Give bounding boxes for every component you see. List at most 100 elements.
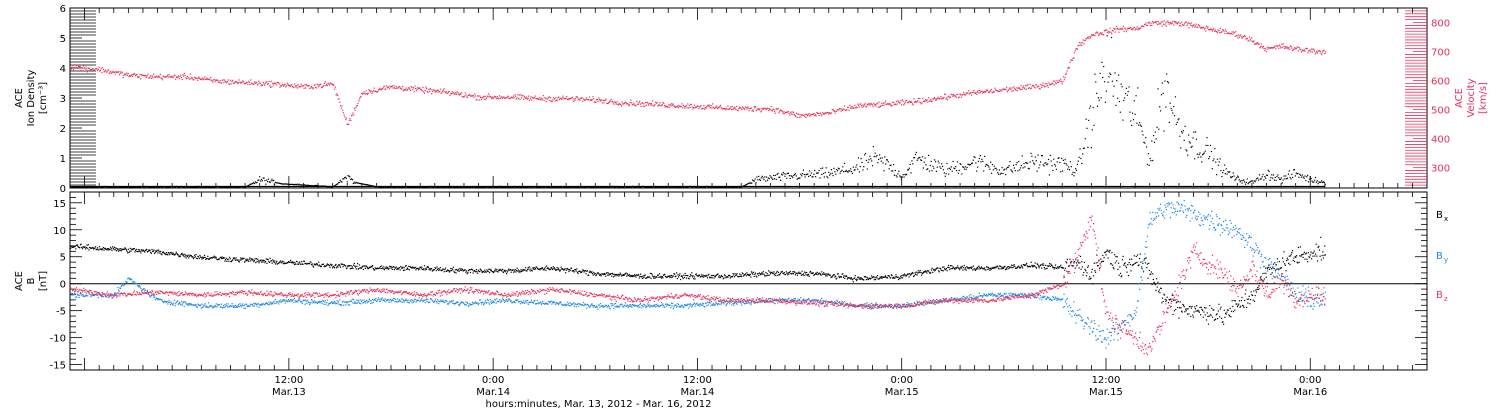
bx-point: [381, 265, 383, 267]
density-point: [767, 177, 769, 179]
bx-point: [212, 256, 214, 258]
bx-point: [789, 270, 791, 273]
velocity-point: [977, 90, 979, 92]
bx-point: [899, 275, 902, 277]
bx-point: [744, 273, 747, 275]
bx-point: [678, 276, 680, 278]
velocity-point: [295, 86, 297, 88]
bx-point: [431, 268, 433, 270]
velocity-point: [429, 88, 431, 90]
bx-point: [488, 271, 491, 274]
density-point: [1127, 91, 1129, 93]
velocity-point: [550, 97, 552, 99]
bx-point: [244, 260, 246, 262]
bx-point: [386, 268, 388, 270]
density-point: [878, 154, 881, 156]
bx-point: [439, 268, 441, 270]
bx-point: [956, 267, 958, 269]
velocity-point: [694, 107, 696, 109]
density-point: [1258, 174, 1261, 176]
velocity-point: [130, 74, 132, 77]
velocity-point: [512, 95, 515, 97]
velocity-point: [442, 90, 444, 92]
bx-point: [245, 258, 247, 260]
velocity-point: [593, 101, 596, 103]
density-point: [338, 181, 340, 184]
bx-point: [447, 269, 449, 272]
velocity-point: [608, 101, 610, 103]
bx-point: [380, 267, 382, 270]
bx-point: [767, 274, 769, 276]
velocity-point: [696, 105, 698, 107]
bx-point: [880, 277, 882, 279]
velocity-point: [497, 97, 499, 99]
bx-point: [573, 271, 575, 273]
velocity-point: [660, 105, 663, 107]
velocity-point: [768, 109, 770, 112]
bx-point: [337, 264, 340, 266]
velocity-point: [463, 95, 466, 97]
velocity-point: [1132, 29, 1134, 31]
density-point: [1227, 171, 1229, 173]
density-point: [1231, 175, 1233, 178]
bx-point: [262, 261, 264, 263]
density-point: [941, 165, 944, 168]
velocity-point: [384, 88, 386, 90]
velocity-point: [1127, 27, 1129, 29]
bx-point: [141, 250, 143, 252]
density-point: [1205, 144, 1207, 147]
velocity-point: [169, 76, 172, 78]
velocity-point: [1246, 38, 1248, 40]
velocity-point: [453, 93, 455, 95]
velocity-point: [1136, 26, 1138, 28]
velocity-point: [682, 104, 685, 106]
velocity-point: [1134, 29, 1136, 31]
bx-point: [933, 268, 935, 270]
bx-point: [474, 270, 476, 272]
density-point: [983, 170, 985, 172]
velocity-point: [888, 104, 890, 106]
velocity-point: [973, 92, 976, 94]
velocity-point: [143, 74, 145, 76]
velocity-point: [350, 114, 353, 117]
velocity-point: [283, 84, 285, 86]
bx-point: [656, 276, 658, 278]
velocity-point: [869, 104, 871, 106]
velocity-point: [860, 104, 863, 107]
bx-point: [449, 270, 451, 272]
bx-point: [291, 262, 293, 264]
density-point: [748, 182, 750, 184]
density-point: [1185, 149, 1187, 151]
density-point: [975, 162, 977, 164]
velocity-point: [1062, 76, 1065, 78]
velocity-point: [699, 106, 701, 108]
velocity-point: [545, 100, 547, 103]
bx-point: [316, 263, 318, 266]
velocity-point: [558, 96, 560, 98]
velocity-point: [782, 112, 784, 115]
velocity-point: [1177, 22, 1179, 24]
velocity-point: [73, 67, 75, 69]
bx-point: [572, 270, 575, 272]
bx-point: [236, 259, 238, 261]
density-point: [1264, 176, 1266, 178]
velocity-point: [1106, 31, 1108, 34]
velocity-point: [790, 113, 793, 115]
bx-point: [247, 259, 249, 262]
velocity-point: [303, 87, 305, 89]
velocity-point: [638, 102, 640, 104]
density-point: [1093, 124, 1095, 126]
bx-point: [888, 275, 890, 277]
velocity-point: [1221, 29, 1224, 31]
bx-point: [896, 276, 898, 278]
bx-point: [873, 279, 875, 281]
density-point: [295, 184, 298, 186]
velocity-point: [621, 101, 623, 103]
velocity-point: [1294, 46, 1296, 49]
bx-point: [203, 254, 206, 256]
velocity-point: [175, 76, 177, 78]
density-point: [1152, 159, 1154, 162]
density-point: [1147, 153, 1149, 155]
bx-point: [748, 274, 751, 277]
bx-point: [760, 273, 762, 275]
